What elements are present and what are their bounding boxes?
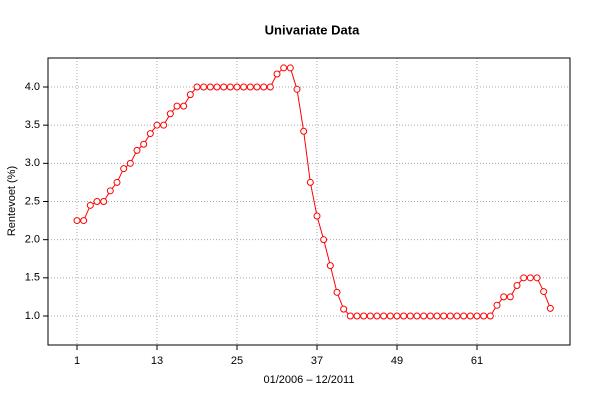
point xyxy=(226,83,234,91)
point xyxy=(113,178,121,186)
point xyxy=(253,83,261,91)
point xyxy=(193,83,201,91)
x-tick-label: 37 xyxy=(311,355,323,367)
point xyxy=(140,140,148,148)
point xyxy=(520,274,528,282)
point xyxy=(460,312,468,320)
x-tick-label: 1 xyxy=(74,355,80,367)
point xyxy=(406,312,414,320)
point xyxy=(506,293,514,301)
point xyxy=(186,91,194,99)
point xyxy=(480,312,488,320)
x-tick-label: 61 xyxy=(471,355,483,367)
y-tick-label: 3.5 xyxy=(25,119,40,131)
point xyxy=(80,217,88,225)
point xyxy=(126,159,134,167)
point xyxy=(546,304,554,312)
point xyxy=(346,312,354,320)
point xyxy=(233,83,241,91)
point xyxy=(206,83,214,91)
point xyxy=(493,301,501,309)
point xyxy=(333,288,341,296)
point xyxy=(366,312,374,320)
point xyxy=(106,187,114,195)
point xyxy=(306,178,314,186)
point xyxy=(86,201,94,209)
point xyxy=(173,102,181,110)
x-axis-label: 01/2006 – 12/2011 xyxy=(264,374,355,386)
point xyxy=(240,83,248,91)
point xyxy=(393,312,401,320)
point xyxy=(326,262,334,270)
plot-frame xyxy=(47,57,571,346)
y-tick-label: 3.0 xyxy=(25,157,40,169)
point xyxy=(486,312,494,320)
point xyxy=(513,281,521,289)
y-tick-label: 2.0 xyxy=(25,234,40,246)
point xyxy=(440,312,448,320)
point xyxy=(433,312,441,320)
point xyxy=(540,288,548,296)
point xyxy=(133,146,141,154)
y-tick-label: 2.5 xyxy=(25,195,40,207)
point xyxy=(413,312,421,320)
x-tick-label: 25 xyxy=(231,355,243,367)
point xyxy=(220,83,228,91)
point xyxy=(380,312,388,320)
point xyxy=(100,198,108,205)
point xyxy=(340,305,348,313)
point xyxy=(273,70,281,78)
point xyxy=(200,83,208,91)
x-tick-label: 13 xyxy=(151,355,163,367)
point xyxy=(213,83,221,91)
x-tick-label: 49 xyxy=(391,355,403,367)
y-tick-label: 4.0 xyxy=(25,81,40,93)
point xyxy=(466,312,474,320)
point xyxy=(426,312,434,320)
point xyxy=(300,127,308,135)
point xyxy=(473,312,481,320)
point xyxy=(286,64,294,72)
y-tick-label: 1.0 xyxy=(25,310,40,322)
point xyxy=(146,130,154,138)
point xyxy=(313,212,321,220)
series-line xyxy=(77,67,551,317)
point xyxy=(453,312,461,320)
point xyxy=(153,121,161,129)
point xyxy=(246,83,254,91)
point xyxy=(166,110,174,118)
point xyxy=(280,64,288,72)
point xyxy=(420,312,428,320)
point xyxy=(500,293,508,301)
point xyxy=(120,165,128,173)
point xyxy=(260,83,268,91)
point xyxy=(360,312,368,320)
point xyxy=(266,83,274,91)
point xyxy=(526,274,534,282)
point xyxy=(353,312,361,320)
point xyxy=(180,102,188,110)
y-tick-label: 1.5 xyxy=(25,272,40,284)
point xyxy=(533,274,541,282)
chart-title: Univariate Data xyxy=(265,22,360,37)
point xyxy=(446,312,454,320)
point xyxy=(320,236,328,244)
point xyxy=(373,312,381,320)
point xyxy=(400,312,408,320)
point xyxy=(73,217,81,225)
y-axis-label: Rentevoet (%) xyxy=(6,166,18,236)
point xyxy=(93,198,101,205)
point xyxy=(293,85,301,93)
point xyxy=(160,121,168,129)
point xyxy=(386,312,394,320)
